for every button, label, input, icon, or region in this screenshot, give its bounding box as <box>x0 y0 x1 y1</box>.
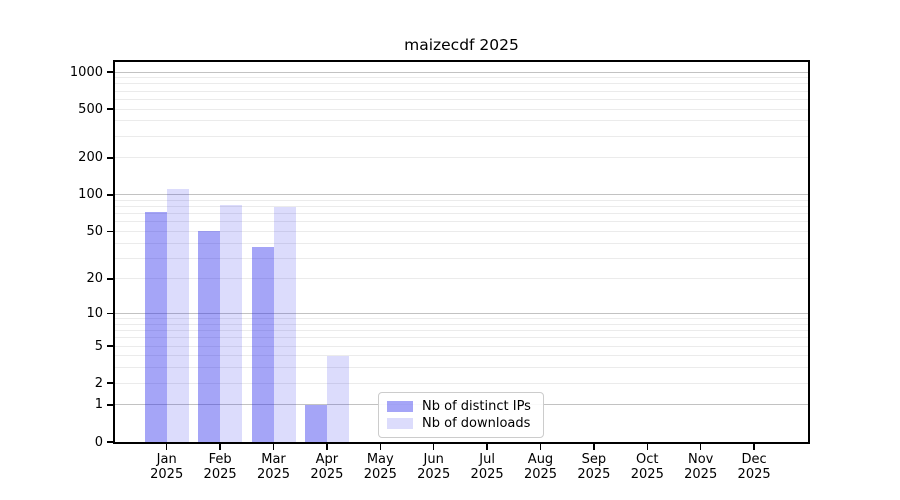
y-tick-label-0: 0 <box>94 434 103 450</box>
plot-area <box>113 60 810 444</box>
x-tick-mark-jan <box>165 444 168 450</box>
y-tick-mark-50 <box>107 230 113 233</box>
minor-gridline-40 <box>115 242 808 244</box>
x-tick-label-mar: Mar 2025 <box>256 452 291 482</box>
minor-gridline-6 <box>115 337 808 339</box>
major-gridline-1000 <box>115 71 808 73</box>
minor-gridline-90 <box>115 199 808 201</box>
bar-jan-distinct-ips <box>144 212 167 442</box>
y-tick-mark-0 <box>107 441 113 443</box>
minor-gridline-800 <box>115 83 808 85</box>
legend: Nb of distinct IPs Nb of downloads <box>378 392 544 438</box>
minor-gridline-30 <box>115 257 808 259</box>
y-tick-mark-20 <box>107 278 113 280</box>
x-tick-label-sep: Sep 2025 <box>577 452 611 482</box>
y-tick-label-100: 100 <box>78 187 103 203</box>
minor-gridline-70 <box>115 213 808 215</box>
x-tick-label-jul: Jul 2025 <box>470 452 504 482</box>
minor-gridline-900 <box>115 77 808 79</box>
minor-gridline-2 <box>115 382 808 384</box>
legend-entry-distinct-ips: Nb of distinct IPs <box>387 399 534 414</box>
y-tick-label-10: 10 <box>86 306 103 322</box>
x-tick-mark-jun <box>432 444 435 450</box>
x-tick-mark-nov <box>699 444 702 450</box>
minor-gridline-200 <box>115 157 808 159</box>
y-tick-mark-200 <box>107 157 113 159</box>
x-tick-mark-mar <box>272 444 275 450</box>
minor-gridline-20 <box>115 278 808 280</box>
x-tick-label-may: May 2025 <box>363 452 397 482</box>
x-tick-label-jun: Jun 2025 <box>417 452 451 482</box>
minor-gridline-3 <box>115 367 808 369</box>
y-tick-mark-500 <box>107 108 113 110</box>
y-tick-label-5: 5 <box>94 338 103 354</box>
bar-apr-distinct-ips <box>304 404 327 442</box>
minor-gridline-9 <box>115 318 808 320</box>
x-tick-label-aug: Aug 2025 <box>523 452 558 482</box>
minor-gridline-80 <box>115 206 808 208</box>
minor-gridline-50 <box>115 230 808 232</box>
minor-gridline-4 <box>115 355 808 357</box>
y-tick-mark-5 <box>107 345 113 347</box>
minor-gridline-8 <box>115 323 808 325</box>
minor-gridline-5 <box>115 345 808 347</box>
y-tick-label-20: 20 <box>86 271 103 287</box>
bar-jan-downloads <box>166 188 189 442</box>
legend-label: Nb of downloads <box>422 416 531 431</box>
minor-gridline-60 <box>115 221 808 223</box>
x-tick-mark-feb <box>219 444 221 450</box>
minor-gridline-300 <box>115 135 808 137</box>
x-tick-mark-may <box>379 444 382 450</box>
bar-feb-distinct-ips <box>198 231 221 442</box>
major-gridline-100 <box>115 194 808 196</box>
legend-swatch-distinct-ips <box>387 401 413 412</box>
chart-title: maizecdf 2025 <box>404 36 519 54</box>
bar-mar-distinct-ips <box>251 247 274 442</box>
minor-gridline-700 <box>115 90 808 92</box>
x-tick-mark-jul <box>486 444 488 450</box>
legend-entry-downloads: Nb of downloads <box>387 416 534 431</box>
bar-apr-downloads <box>326 355 349 442</box>
y-tick-label-500: 500 <box>78 101 103 117</box>
x-tick-label-feb: Feb 2025 <box>203 452 237 482</box>
x-tick-mark-apr <box>326 444 328 450</box>
x-tick-label-apr: Apr 2025 <box>310 452 344 482</box>
minor-gridline-7 <box>115 330 808 332</box>
y-tick-label-200: 200 <box>78 150 103 166</box>
x-tick-mark-oct <box>646 444 649 450</box>
legend-label: Nb of distinct IPs <box>422 399 531 414</box>
y-tick-mark-1000 <box>107 71 113 73</box>
x-tick-mark-dec <box>753 444 755 450</box>
x-tick-mark-sep <box>593 444 595 450</box>
x-tick-label-oct: Oct 2025 <box>630 452 664 482</box>
minor-gridline-600 <box>115 98 808 100</box>
bar-feb-downloads <box>220 204 243 442</box>
y-tick-mark-100 <box>107 194 113 196</box>
y-tick-mark-1 <box>107 404 113 406</box>
y-tick-label-1000: 1000 <box>69 64 103 80</box>
y-tick-mark-2 <box>107 382 113 384</box>
x-tick-label-jan: Jan 2025 <box>150 452 184 482</box>
x-tick-mark-aug <box>539 444 542 450</box>
minor-gridline-500 <box>115 108 808 110</box>
bar-mar-downloads <box>273 206 296 442</box>
x-tick-label-nov: Nov 2025 <box>684 452 718 482</box>
legend-swatch-downloads <box>387 418 413 429</box>
y-tick-label-50: 50 <box>86 223 103 239</box>
y-tick-label-1: 1 <box>94 397 103 413</box>
x-tick-label-dec: Dec 2025 <box>737 452 771 482</box>
major-gridline-10 <box>115 313 808 315</box>
minor-gridline-400 <box>115 120 808 122</box>
y-tick-label-2: 2 <box>94 375 103 391</box>
y-tick-mark-10 <box>107 312 113 315</box>
